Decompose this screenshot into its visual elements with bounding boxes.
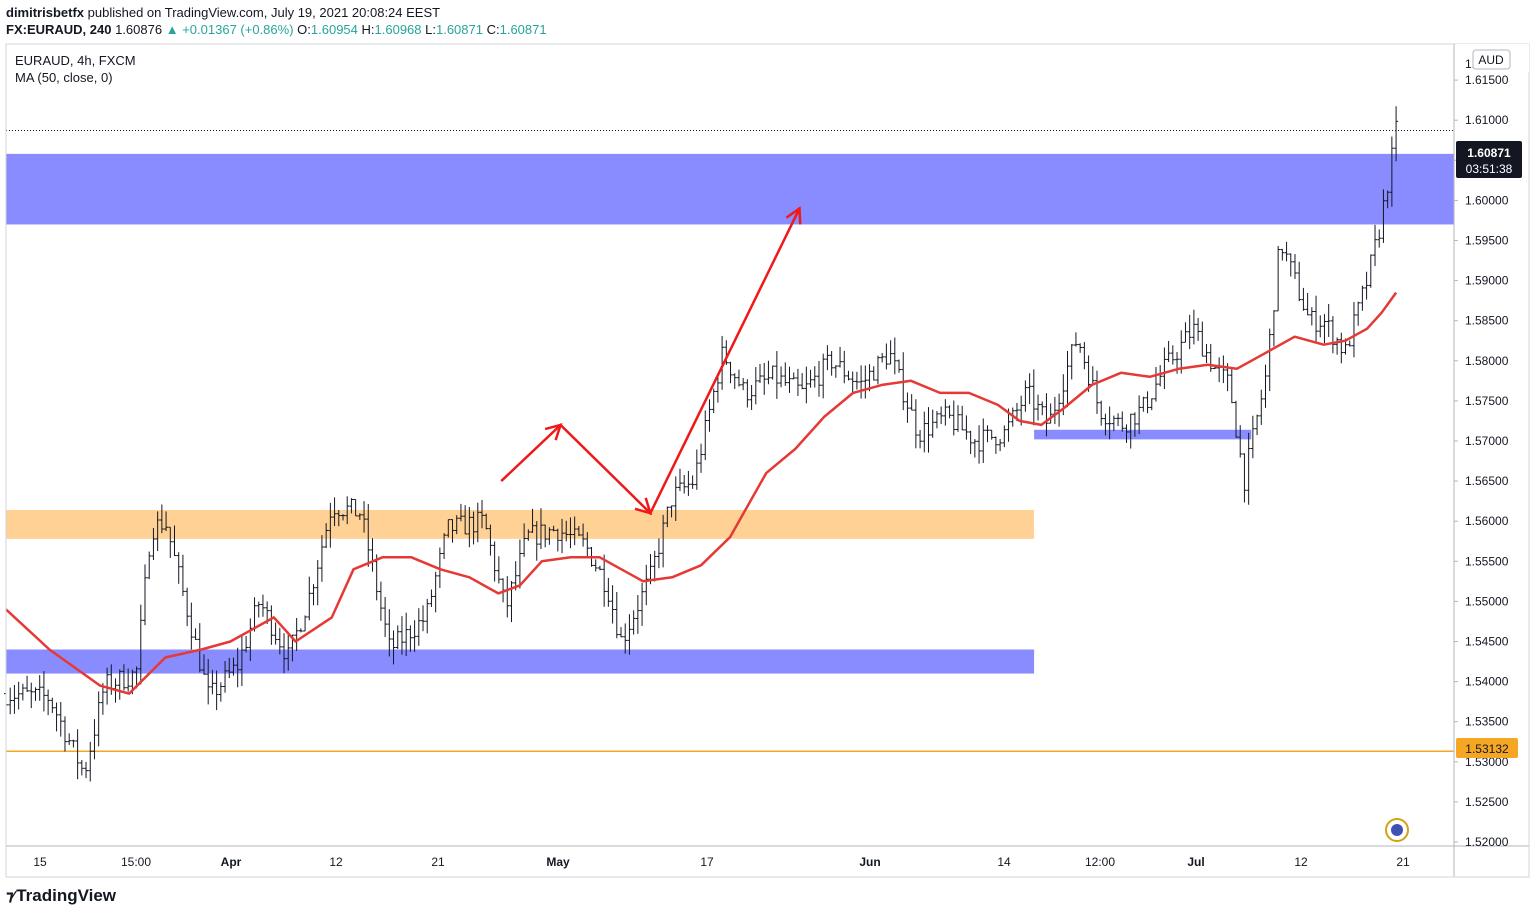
bar-countdown: 03:51:38: [1466, 162, 1513, 176]
price-tick-label: 1.54000: [1465, 675, 1509, 689]
currency-badge[interactable]: [1472, 49, 1511, 70]
price-tick-label: 1.52000: [1465, 835, 1509, 849]
high-label: H:: [361, 22, 375, 37]
arrow-head-up-1: [544, 423, 563, 441]
support-level-tag-value: 1.53132: [1465, 742, 1509, 756]
tradingview-logo[interactable]: ⁊⁄ TradingView: [6, 886, 116, 906]
symbol-info: FX:EURAUD, 240 1.60876 ▲ +0.01367 (+0.86…: [6, 22, 547, 37]
low-label: L:: [425, 22, 436, 37]
price-tick-label: 1.61500: [1465, 73, 1509, 87]
publish-date: published on TradingView.com, July 19, 2…: [87, 5, 441, 20]
last-price: 1.60876: [115, 22, 163, 37]
time-tick-label: 21: [431, 855, 445, 869]
time-tick-label: Apr: [221, 855, 242, 869]
price-tick-label: 1.55000: [1465, 594, 1509, 608]
time-tick-label: Jul: [1187, 855, 1204, 869]
price-tick-label: 1.54500: [1465, 634, 1509, 648]
indicator-legend[interactable]: MA (50, close, 0): [15, 70, 113, 85]
time-tick-label: 12: [329, 855, 343, 869]
arrow-path[interactable]: [500, 207, 801, 516]
close-label: C:: [486, 22, 500, 37]
price-tick-label: 1.55500: [1465, 554, 1509, 568]
support-level-tag[interactable]: [1456, 738, 1518, 758]
price-tick-label: 1.58000: [1465, 354, 1509, 368]
zone-orange-1[interactable]: [6, 509, 1035, 539]
price-tick-label: 1.57500: [1465, 394, 1509, 408]
time-tick-label: 15:00: [121, 855, 151, 869]
tradingview-mark-icon: ⁊⁄: [6, 888, 14, 905]
high-value: 1.60968: [374, 22, 422, 37]
up-triangle-icon: ▲: [165, 22, 179, 37]
currency-label: AUD: [1478, 53, 1504, 67]
brand-name: TradingView: [16, 886, 117, 905]
time-tick-label: 21: [1396, 855, 1410, 869]
price-tick-label: 1.52500: [1465, 795, 1509, 809]
arrow-head-down: [634, 497, 653, 515]
price-tick-label: 1.61000: [1465, 113, 1509, 127]
zone-blue-3[interactable]: [1034, 429, 1252, 440]
open-value: 1.60954: [310, 22, 358, 37]
time-tick-label: 12:00: [1085, 855, 1115, 869]
time-tick-label: 12: [1294, 855, 1308, 869]
price-tick-label: 1.57000: [1465, 434, 1509, 448]
open-label: O:: [297, 22, 311, 37]
price-tick-label: 1.53000: [1465, 755, 1509, 769]
price-tick-label: 1.59000: [1465, 274, 1509, 288]
price-tick-label: 1.56000: [1465, 514, 1509, 528]
price-tick-label: 1.58500: [1465, 314, 1509, 328]
chart-frame: [5, 43, 1530, 878]
last-price-tag[interactable]: [1456, 141, 1522, 178]
price-tick-label: 1.60000: [1465, 193, 1509, 207]
price-tick-label: 1.53500: [1465, 715, 1509, 729]
symbol-name: FX:EURAUD, 240: [6, 22, 112, 37]
price-tick-label: 1.59500: [1465, 233, 1509, 247]
price-change: +0.01367 (+0.86%): [182, 22, 294, 37]
eu-flag-icon: [1391, 824, 1403, 836]
zone-blue-2[interactable]: [6, 649, 1035, 674]
time-tick-label: 14: [997, 855, 1011, 869]
series-legend[interactable]: EURAUD, 4h, FXCM: [15, 53, 136, 68]
publish-info: dimitrisbetfx published on TradingView.c…: [6, 5, 440, 20]
last-price-tag-value: 1.60871: [1467, 146, 1511, 160]
time-tick-label: May: [546, 855, 570, 869]
zone-blue-0[interactable]: [6, 153, 1454, 225]
close-value: 1.60871: [499, 22, 547, 37]
time-tick-label: 15: [33, 855, 47, 869]
time-tick-label: Jun: [859, 855, 880, 869]
moving-average-line[interactable]: [5, 291, 1398, 695]
author-name[interactable]: dimitrisbetfx: [6, 5, 85, 20]
low-value: 1.60871: [435, 22, 483, 37]
time-tick-label: 17: [700, 855, 714, 869]
arrow-head-up-2: [785, 206, 802, 225]
price-tick-label: 1.56500: [1465, 474, 1509, 488]
